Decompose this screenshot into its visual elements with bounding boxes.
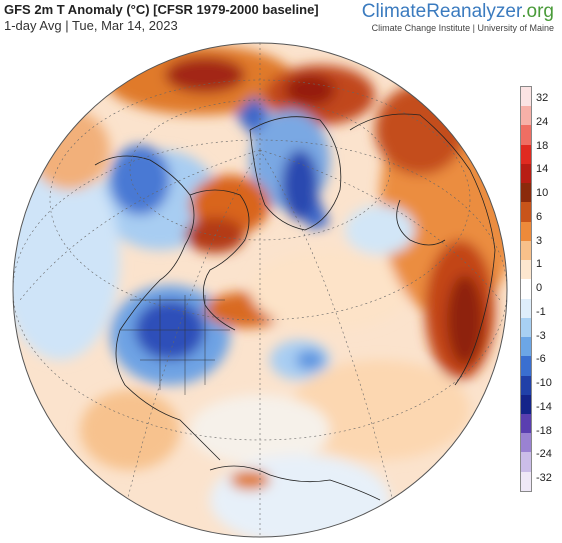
colorbar-tick-label: 3 xyxy=(536,234,543,247)
colorbar-cell xyxy=(521,298,531,318)
colorbar-tick-label: 24 xyxy=(536,115,549,128)
colorbar-tick-label: 32 xyxy=(536,92,549,104)
colorbar-cell xyxy=(521,394,531,414)
colorbar-tick-label: 14 xyxy=(536,163,549,176)
colorbar-tick-label: -6 xyxy=(536,353,546,366)
brand-affiliation: Climate Change Institute | University of… xyxy=(371,23,554,33)
colorbar-cell xyxy=(521,452,531,472)
colorbar-tick-label: 10 xyxy=(536,187,549,199)
chart-title: GFS 2m T Anomaly (°C) [CFSR 1979-2000 ba… xyxy=(4,2,319,17)
colorbar-cell xyxy=(521,471,531,491)
graticule xyxy=(13,43,507,537)
colorbar-tick-label: -10 xyxy=(536,377,552,389)
colorbar-cell xyxy=(521,87,531,107)
colorbar-tick-label: 1 xyxy=(536,258,543,271)
colorbar-cell xyxy=(521,433,531,453)
brand-name-part2: Reanalyzer xyxy=(426,1,522,22)
chart-header: GFS 2m T Anomaly (°C) [CFSR 1979-2000 ba… xyxy=(4,2,319,34)
colorbar-cell xyxy=(521,202,531,222)
colorbar-tick-label: -24 xyxy=(536,448,552,461)
colorbar-cell xyxy=(521,240,531,261)
colorbar-cell xyxy=(521,163,531,184)
colorbar-cell xyxy=(521,183,531,203)
brand-logo[interactable]: ClimateReanalyzer.org Climate Change Ins… xyxy=(362,1,554,34)
colorbar-tick-label: 18 xyxy=(536,139,549,152)
colorbar-cell xyxy=(521,337,531,357)
colorbar-cell xyxy=(521,317,531,338)
colorbar-cell xyxy=(521,125,531,145)
globe-fill xyxy=(13,43,507,537)
coastlines xyxy=(94,113,496,501)
colorbar-cell xyxy=(521,221,531,241)
brand-name[interactable]: ClimateReanalyzer.org xyxy=(362,1,554,23)
chart-subtitle: 1-day Avg | Tue, Mar 14, 2023 xyxy=(4,18,178,33)
brand-name-part3: .org xyxy=(521,1,554,22)
colorbar-tick-label: -3 xyxy=(536,329,546,342)
colorbar-cell xyxy=(521,106,531,126)
colorbar-cell xyxy=(521,279,531,299)
colorbar-tick-label: 0 xyxy=(536,282,543,294)
colorbar-ticks: 32 24 18 14 10 6 3 1 0 -1 -3 -6 -10 -14 -18 -24 -32 xyxy=(536,86,562,490)
colorbar-cell xyxy=(521,375,531,395)
colorbar-cell xyxy=(521,413,531,434)
colorbar-tick-label: -32 xyxy=(536,472,552,484)
colorbar-tick-label: 6 xyxy=(536,210,543,223)
colorbar-cell xyxy=(521,144,531,164)
colorbar-tick-label: -14 xyxy=(536,400,552,413)
brand-name-part1: Climate xyxy=(361,1,427,22)
colorbar-cell xyxy=(521,356,531,376)
colorbar-tick-label: -1 xyxy=(536,305,546,318)
colorbar xyxy=(520,86,532,492)
colorbar-tick-label: -18 xyxy=(536,424,552,437)
globe-outline xyxy=(12,42,508,538)
colorbar-cell xyxy=(521,260,531,280)
